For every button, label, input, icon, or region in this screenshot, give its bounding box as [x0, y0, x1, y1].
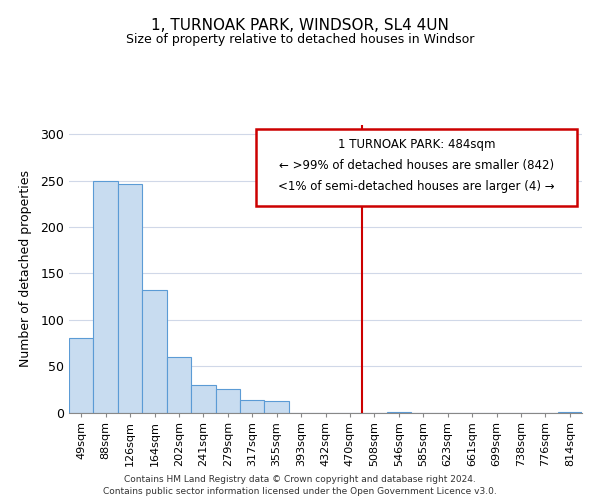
Bar [69, 338, 94, 412]
Bar [191, 384, 215, 412]
Text: ← >99% of detached houses are smaller (842): ← >99% of detached houses are smaller (8… [279, 160, 554, 172]
Bar [265, 402, 289, 412]
Text: 1 TURNOAK PARK: 484sqm: 1 TURNOAK PARK: 484sqm [338, 138, 496, 151]
Text: Contains HM Land Registry data © Crown copyright and database right 2024.: Contains HM Land Registry data © Crown c… [124, 475, 476, 484]
Text: <1% of semi-detached houses are larger (4) →: <1% of semi-detached houses are larger (… [278, 180, 555, 194]
Text: Size of property relative to detached houses in Windsor: Size of property relative to detached ho… [126, 32, 474, 46]
Y-axis label: Number of detached properties: Number of detached properties [19, 170, 32, 367]
Bar [240, 400, 265, 412]
Bar [118, 184, 142, 412]
Bar [142, 290, 167, 412]
FancyBboxPatch shape [256, 130, 577, 206]
Text: Contains public sector information licensed under the Open Government Licence v3: Contains public sector information licen… [103, 487, 497, 496]
Bar [94, 180, 118, 412]
Bar [167, 357, 191, 412]
Text: 1, TURNOAK PARK, WINDSOR, SL4 4UN: 1, TURNOAK PARK, WINDSOR, SL4 4UN [151, 18, 449, 32]
Bar [215, 390, 240, 412]
